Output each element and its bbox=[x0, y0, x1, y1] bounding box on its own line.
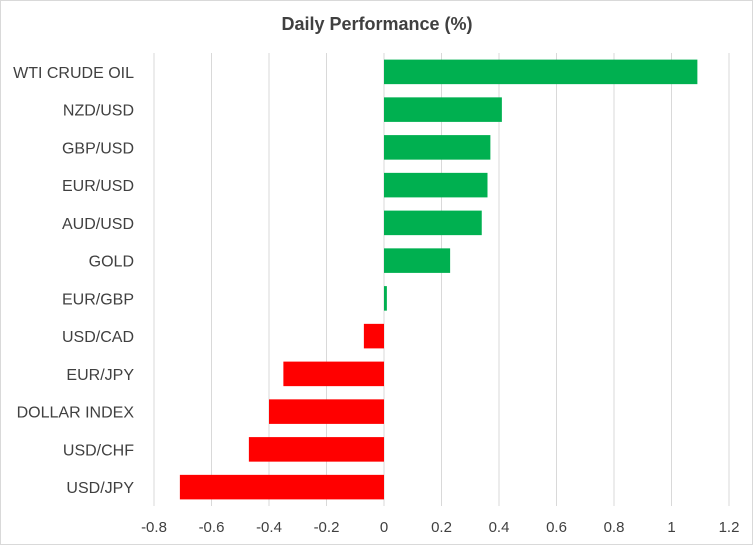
bar bbox=[179, 474, 384, 500]
category-label: EUR/GBP bbox=[62, 291, 134, 308]
bar bbox=[384, 248, 451, 273]
x-tick-label: -0.4 bbox=[256, 519, 282, 536]
category-label: EUR/USD bbox=[62, 178, 134, 195]
chart-title: Daily Performance (%) bbox=[281, 14, 472, 34]
bar bbox=[384, 135, 491, 160]
bars bbox=[179, 59, 698, 500]
category-label: WTI CRUDE OIL bbox=[13, 65, 134, 82]
category-label: USD/JPY bbox=[66, 480, 134, 497]
bar bbox=[384, 210, 482, 236]
category-label: GBP/USD bbox=[62, 140, 134, 157]
x-tick-label: 0.6 bbox=[546, 519, 567, 536]
category-label: USD/CAD bbox=[62, 329, 134, 346]
category-label: GOLD bbox=[89, 254, 134, 271]
x-tick-label: -0.2 bbox=[314, 519, 340, 536]
x-tick-label: 1.2 bbox=[719, 519, 740, 536]
x-tick-label: 0 bbox=[380, 519, 388, 536]
x-tick-label: 1 bbox=[667, 519, 675, 536]
bar bbox=[384, 97, 502, 122]
category-label: USD/CHF bbox=[63, 442, 134, 459]
bar bbox=[363, 323, 384, 349]
bar bbox=[384, 59, 698, 85]
category-labels: WTI CRUDE OIL NZD/USD GBP/USD EUR/USD AUD/US… bbox=[13, 65, 134, 497]
x-tick-label: -0.6 bbox=[199, 519, 225, 536]
category-label: EUR/JPY bbox=[66, 367, 134, 384]
x-tick-label: 0.8 bbox=[604, 519, 625, 536]
x-tick-labels: -0.8 -0.6 -0.4 -0.2 0 0.2 0.4 0.6 0.8 1 1.2 bbox=[141, 519, 739, 536]
gridlines bbox=[153, 53, 730, 506]
bar bbox=[283, 361, 384, 387]
category-label: DOLLAR INDEX bbox=[17, 405, 135, 422]
x-tick-label: 0.4 bbox=[489, 519, 510, 536]
x-tick-label: 0.2 bbox=[431, 519, 452, 536]
category-label: NZD/USD bbox=[63, 103, 134, 120]
bar bbox=[248, 437, 384, 462]
bar bbox=[269, 399, 384, 424]
category-label: AUD/USD bbox=[62, 216, 134, 233]
bar bbox=[384, 172, 488, 198]
bar bbox=[384, 286, 387, 311]
x-tick-label: -0.8 bbox=[141, 519, 167, 536]
